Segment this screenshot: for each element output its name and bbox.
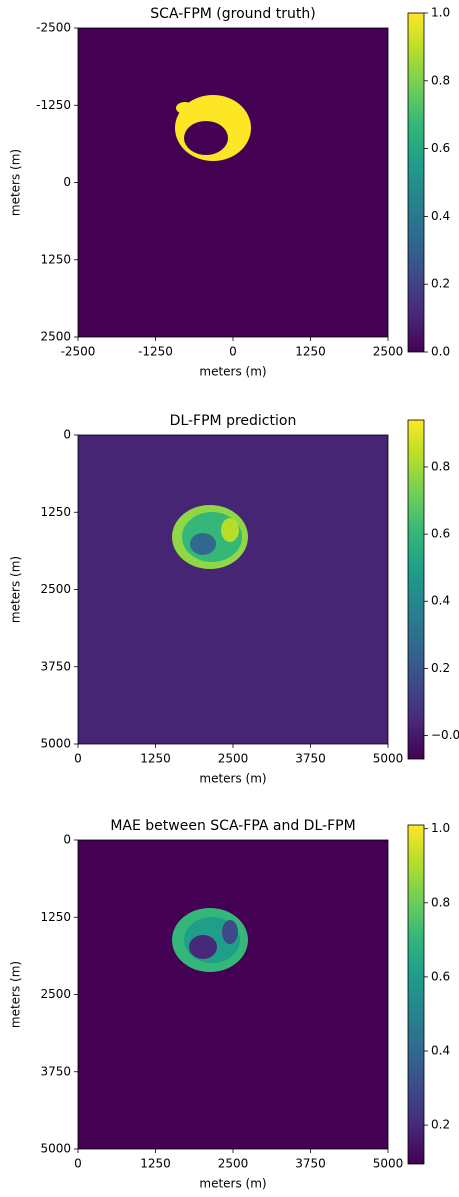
heatmap-image	[78, 28, 388, 337]
x-axis-label: meters (m)	[199, 1177, 266, 1191]
heat-blob	[172, 908, 248, 972]
chart-title: MAE between SCA-FPA and DL-FPM	[110, 818, 355, 834]
y-tick-label: 1250	[40, 252, 71, 266]
y-tick-label: 0	[63, 833, 71, 847]
chart-title: DL-FPM prediction	[170, 413, 297, 429]
colorbar-tick-label: 0.4	[431, 209, 450, 223]
x-tick-label: 0	[74, 1157, 82, 1171]
y-tick-label: 2500	[40, 987, 71, 1001]
y-tick-label: -1250	[36, 98, 71, 112]
y-axis-label: meters (m)	[9, 149, 23, 216]
x-tick-label: -2500	[61, 345, 96, 359]
x-tick-label: 1250	[140, 1157, 171, 1171]
x-tick-label: 5000	[373, 752, 404, 766]
y-tick-label: 2500	[40, 582, 71, 596]
y-tick-label: 3750	[40, 659, 71, 673]
colorbar-tick-label: 0.0	[431, 345, 450, 359]
colorbar-tick-label: 0.8	[431, 895, 450, 909]
chart-title: SCA-FPM (ground truth)	[150, 6, 315, 22]
y-tick-label: 1250	[40, 910, 71, 924]
heat-blob	[172, 505, 248, 569]
x-tick-label: 2500	[373, 345, 404, 359]
x-axis-label: meters (m)	[199, 365, 266, 379]
y-tick-label: -2500	[36, 21, 71, 35]
colorbar-tick-label: 0.6	[431, 969, 450, 983]
x-tick-label: 2500	[218, 752, 249, 766]
colorbar-tick-label: −0.0	[431, 728, 459, 742]
colorbar-tick-label: 0.4	[431, 594, 450, 608]
heat-blob	[175, 95, 251, 161]
x-tick-label: 1250	[140, 752, 171, 766]
y-tick-label: 2500	[40, 330, 71, 344]
colorbar-tick-label: 0.8	[431, 73, 450, 87]
colorbar-tick-label: 0.6	[431, 527, 450, 541]
colorbar-tick-label: 1.0	[431, 6, 450, 20]
y-tick-label: 3750	[40, 1064, 71, 1078]
x-tick-label: 1250	[295, 345, 326, 359]
x-tick-label: -1250	[138, 345, 173, 359]
colorbar	[407, 824, 425, 1165]
y-axis-label: meters (m)	[9, 556, 23, 623]
x-tick-label: 0	[74, 752, 82, 766]
heatmap-image	[78, 435, 388, 744]
colorbar-tick-label: 0.2	[431, 661, 450, 675]
x-tick-label: 3750	[295, 752, 326, 766]
colorbar-tick-label: 0.2	[431, 1118, 450, 1132]
y-tick-label: 5000	[40, 1142, 71, 1156]
colorbar-tick-label: 0.8	[431, 459, 450, 473]
y-tick-label: 1250	[40, 505, 71, 519]
x-tick-label: 0	[229, 345, 237, 359]
colorbar	[407, 12, 425, 353]
colorbar-tick-label: 0.6	[431, 141, 450, 155]
x-tick-label: 5000	[373, 1157, 404, 1171]
colorbar	[407, 419, 425, 760]
y-tick-label: 0	[63, 175, 71, 189]
y-axis-label: meters (m)	[9, 961, 23, 1028]
y-tick-label: 5000	[40, 737, 71, 751]
colorbar-tick-label: 1.0	[431, 821, 450, 835]
x-tick-label: 3750	[295, 1157, 326, 1171]
heatmap-image	[78, 840, 388, 1149]
colorbar-tick-label: 0.2	[431, 277, 450, 291]
x-tick-label: 2500	[218, 1157, 249, 1171]
x-axis-label: meters (m)	[199, 772, 266, 786]
y-tick-label: 0	[63, 428, 71, 442]
colorbar-tick-label: 0.4	[431, 1044, 450, 1058]
